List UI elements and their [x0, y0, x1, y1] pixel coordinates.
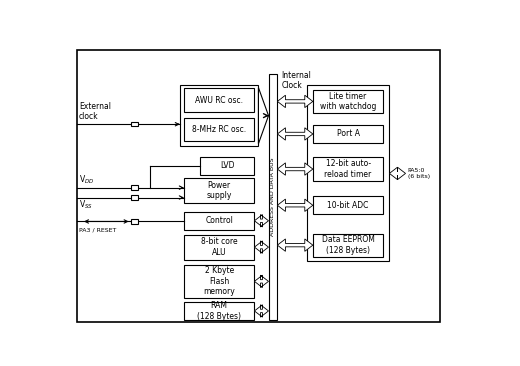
Bar: [132, 186, 138, 190]
FancyBboxPatch shape: [200, 157, 254, 175]
FancyBboxPatch shape: [313, 125, 383, 143]
Text: Control: Control: [205, 216, 233, 225]
FancyBboxPatch shape: [313, 234, 383, 257]
Text: PA3 / RESET: PA3 / RESET: [79, 227, 116, 232]
Polygon shape: [277, 239, 313, 251]
Text: AWU RC osc.: AWU RC osc.: [195, 96, 243, 105]
Polygon shape: [277, 128, 313, 140]
FancyBboxPatch shape: [313, 90, 383, 113]
Text: 2 Kbyte
Flash
memory: 2 Kbyte Flash memory: [203, 266, 235, 296]
FancyBboxPatch shape: [313, 196, 383, 214]
Text: PA5:0
(6 bits): PA5:0 (6 bits): [408, 168, 430, 179]
FancyBboxPatch shape: [184, 302, 254, 320]
Text: V$_{SS}$: V$_{SS}$: [79, 199, 93, 212]
Text: ADDRESS AND DATA BUS: ADDRESS AND DATA BUS: [270, 157, 276, 236]
FancyBboxPatch shape: [184, 178, 254, 203]
Polygon shape: [389, 167, 406, 180]
Text: Power
supply: Power supply: [206, 181, 232, 201]
FancyBboxPatch shape: [307, 85, 389, 261]
FancyBboxPatch shape: [268, 74, 277, 320]
FancyBboxPatch shape: [184, 118, 254, 141]
Polygon shape: [254, 214, 268, 227]
Text: Data EEPROM
(128 Bytes): Data EEPROM (128 Bytes): [322, 235, 374, 255]
Polygon shape: [258, 87, 268, 144]
FancyBboxPatch shape: [184, 265, 254, 298]
Polygon shape: [277, 95, 313, 108]
Text: 12-bit auto-
reload timer: 12-bit auto- reload timer: [324, 159, 372, 179]
Text: Lite timer
with watchdog: Lite timer with watchdog: [320, 92, 376, 111]
Polygon shape: [277, 163, 313, 175]
Text: RAM
(128 Bytes): RAM (128 Bytes): [197, 301, 241, 321]
FancyBboxPatch shape: [313, 157, 383, 180]
Bar: [132, 195, 138, 200]
Text: 8-bit core
ALU: 8-bit core ALU: [201, 238, 238, 257]
Text: External
clock: External clock: [79, 102, 111, 122]
FancyBboxPatch shape: [180, 85, 258, 146]
Polygon shape: [254, 305, 268, 317]
FancyBboxPatch shape: [184, 89, 254, 112]
FancyBboxPatch shape: [184, 212, 254, 230]
Polygon shape: [254, 275, 268, 288]
Text: Port A: Port A: [336, 130, 360, 138]
Bar: [132, 219, 138, 224]
Text: 10-bit ADC: 10-bit ADC: [328, 201, 369, 210]
Bar: [132, 122, 138, 127]
Text: Internal
Clock: Internal Clock: [281, 71, 311, 90]
FancyBboxPatch shape: [184, 235, 254, 259]
Text: 8-MHz RC osc.: 8-MHz RC osc.: [192, 125, 246, 134]
Text: V$_{DD}$: V$_{DD}$: [79, 174, 95, 186]
Polygon shape: [254, 241, 268, 253]
FancyBboxPatch shape: [77, 49, 440, 321]
Polygon shape: [277, 199, 313, 212]
Text: LVD: LVD: [220, 161, 235, 170]
